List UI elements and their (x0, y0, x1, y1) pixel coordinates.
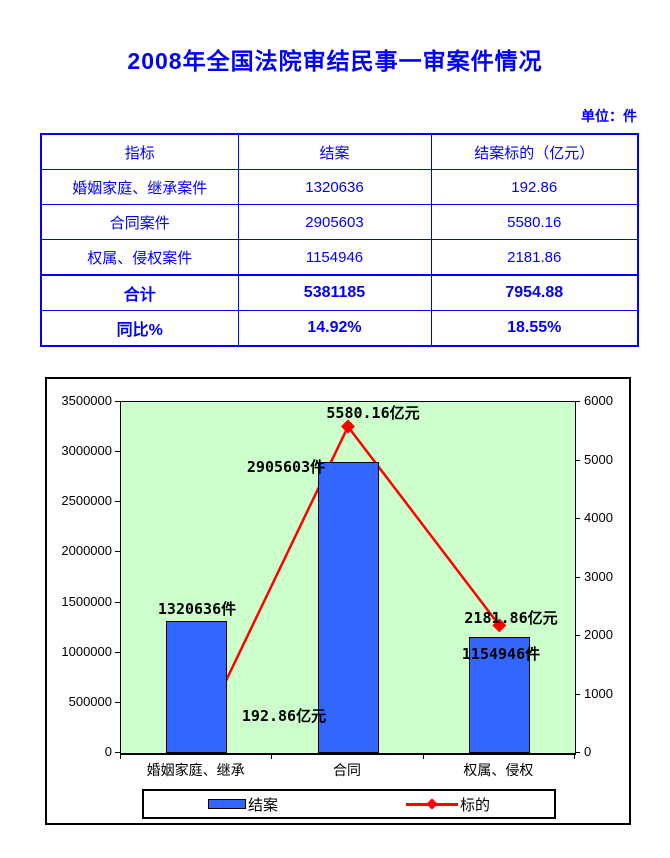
bar-data-label: 1154946件 (461, 645, 541, 663)
table-cell: 192.86 (430, 169, 639, 205)
left-axis-tickmark (115, 752, 120, 753)
left-axis-tick-label: 3500000 (61, 393, 112, 408)
right-axis-tick-label: 4000 (584, 510, 613, 525)
right-axis-tick-label: 1000 (584, 685, 613, 701)
legend-diamond-icon (426, 798, 438, 810)
left-axis-tickmark (115, 451, 120, 453)
right-axis-tickmark (575, 693, 580, 695)
right-axis-tickmark (575, 459, 580, 461)
line-data-label: 192.86亿元 (241, 707, 327, 725)
legend-label: 标的 (459, 796, 490, 814)
chart: 1320636件 2905603件 1154946件 192.86亿元 5580.16亿… (45, 377, 631, 825)
table-cell: 婚姻家庭、继承案件 (40, 169, 239, 205)
left-axis-tickmark (115, 601, 120, 603)
data-table-body: 指标 结案 结案标的（亿元） 婚姻家庭、继承案件 1320636 192.86 合同案件 29… (40, 133, 639, 347)
table-row: 合计 5381185 7954.88 (40, 274, 639, 311)
table-row: 婚姻家庭、继承案件 1320636 192.86 (40, 169, 639, 205)
table-row: 合同案件 2905603 5580.16 (40, 204, 639, 240)
table-cell: 同比% (40, 310, 239, 347)
line-data-label: 5580.16亿元 (326, 404, 420, 422)
legend-bar-swatch-icon (207, 799, 246, 809)
diamond-marker-icon (492, 618, 507, 633)
legend-item: 结案 (207, 794, 278, 815)
right-axis-tick-label: 0 (584, 744, 592, 759)
left-axis-tickmark (115, 551, 120, 553)
right-axis-tickmark (575, 635, 580, 636)
bar (468, 637, 530, 753)
line-data-label: 2181.86亿元 (464, 609, 558, 627)
table-cell: 权属、侵权案件 (40, 239, 239, 276)
bar-data-label: 1320636件 (157, 600, 237, 618)
table-cell: 2181.86 (430, 239, 639, 276)
page-title: 2008年全国法院审结民事一审案件情况 (127, 48, 543, 74)
table-cell: 14.92% (237, 310, 432, 347)
right-axis-tick-label: 6000 (584, 393, 613, 408)
table-cell: 合同案件 (40, 204, 239, 240)
category-label: 合同 (333, 762, 361, 778)
table-cell: 18.55% (430, 310, 639, 347)
table-row: 权属、侵权案件 1154946 2181.86 (40, 239, 639, 276)
right-axis-tick-label: 5000 (584, 451, 613, 467)
right-axis-tickmark (575, 518, 580, 519)
left-axis-tick-label: 1000000 (61, 643, 112, 659)
right-axis-tickmark (575, 401, 580, 402)
table-header-row: 指标 结案 结案标的（亿元） (40, 133, 639, 170)
unit-label: 单位：件 (581, 108, 637, 124)
left-axis-tickmark (115, 401, 120, 402)
table-row: 同比% 14.92% 18.55% (40, 310, 639, 347)
left-axis-tickmark (115, 501, 120, 503)
right-axis-tick-label: 2000 (584, 627, 613, 642)
table-cell: 7954.88 (430, 274, 639, 311)
bar (317, 462, 379, 753)
category-label: 婚姻家庭、继承 (146, 762, 245, 778)
table-cell: 2905603 (237, 204, 432, 240)
x-axis-tickmark (271, 754, 273, 759)
left-axis-tick-label: 500000 (68, 693, 112, 709)
left-axis-tick-label: 0 (104, 744, 112, 759)
table-header-cell: 结案 (237, 133, 432, 170)
category-label: 权属、侵权 (463, 762, 534, 778)
x-axis-tickmark (574, 754, 575, 759)
left-axis-tick-label: 2000000 (61, 543, 112, 559)
x-axis-tickmark (422, 754, 424, 759)
diamond-marker-icon (341, 419, 355, 434)
left-axis-tickmark (115, 651, 120, 653)
bar-data-label: 2905603件 (246, 458, 326, 476)
left-axis-tickmark (115, 701, 120, 703)
left-axis-tick-label: 1500000 (61, 593, 112, 609)
legend: 结案 标的 (142, 789, 556, 819)
bar (166, 621, 228, 753)
table-cell: 1320636 (237, 169, 432, 205)
left-axis-tick-label: 3000000 (61, 443, 112, 459)
x-axis-tickmark (120, 754, 121, 759)
legend-label: 结案 (247, 796, 278, 814)
table-cell: 5381185 (237, 274, 432, 311)
table-cell: 1154946 (237, 239, 432, 276)
right-axis-tick-label: 3000 (584, 568, 613, 584)
table-header-cell: 结案标的（亿元） (430, 133, 639, 170)
plot-area: 1320636件 2905603件 1154946件 192.86亿元 5580.16亿… (120, 401, 576, 755)
left-axis-tick-label: 2500000 (61, 493, 112, 509)
table-header-cell: 指标 (40, 133, 239, 170)
data-table: 指标 结案 结案标的（亿元） 婚姻家庭、继承案件 1320636 192.86 合同案件 29… (40, 133, 639, 347)
legend-item: 标的 (405, 794, 490, 815)
legend-line-swatch-icon (405, 798, 458, 810)
table-cell: 5580.16 (430, 204, 639, 240)
table-cell: 合计 (40, 274, 239, 311)
right-axis-tickmark (575, 576, 580, 578)
right-axis-tickmark (575, 752, 580, 753)
